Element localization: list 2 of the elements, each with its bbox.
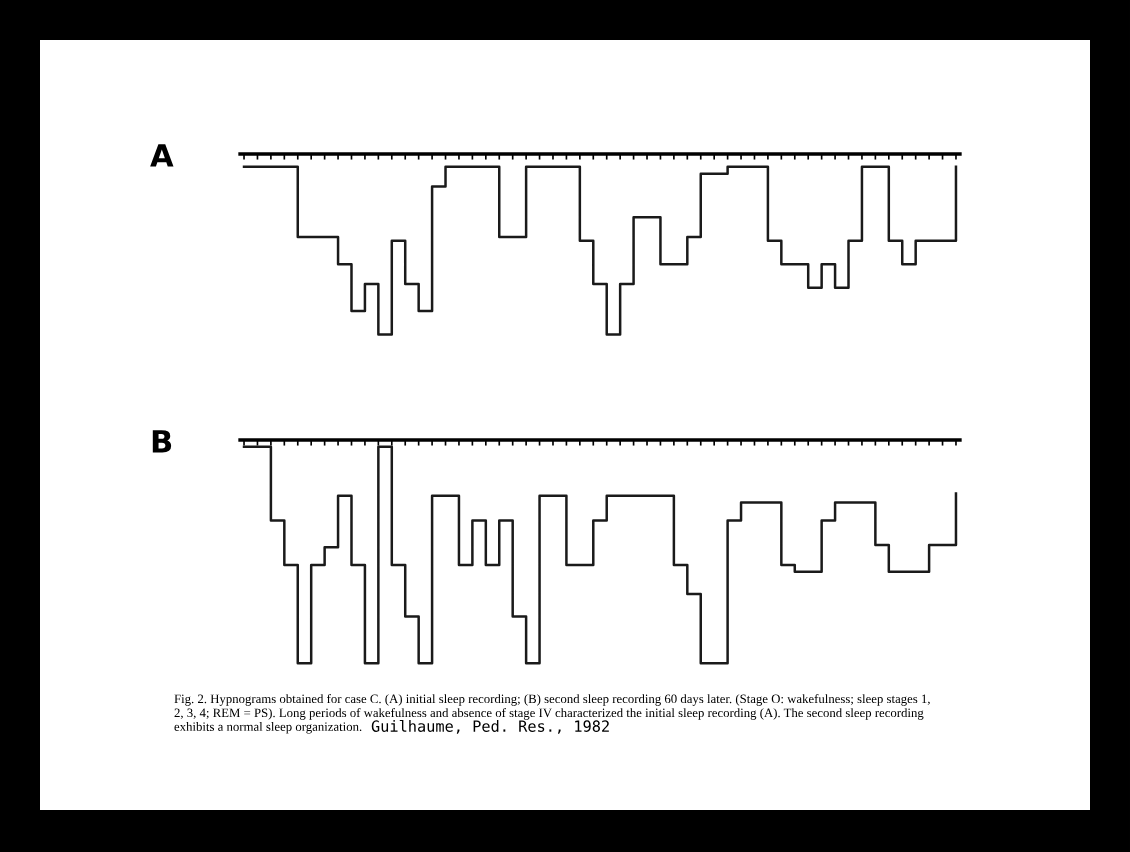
chart-title: A	[150, 144, 174, 167]
chart-title: B	[152, 430, 172, 453]
